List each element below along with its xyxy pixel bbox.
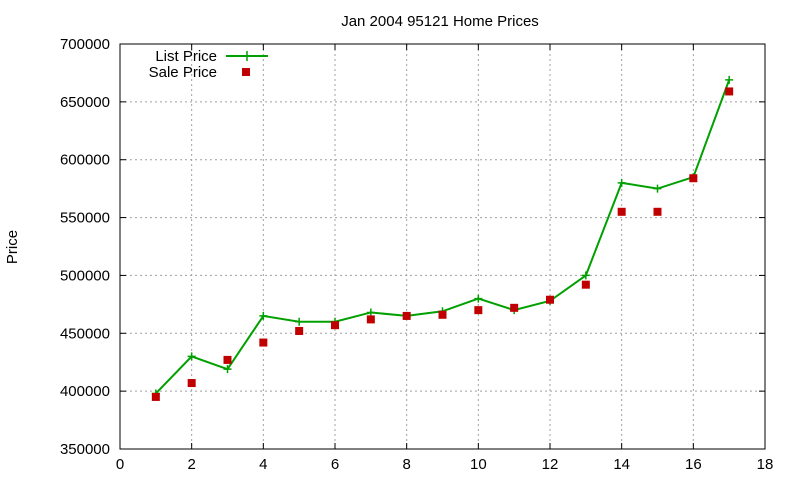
list-price-point (618, 179, 626, 187)
sale-price-point (152, 393, 160, 401)
sale-price-point (546, 296, 554, 304)
sale-price-point (654, 208, 662, 216)
sale-price-point (331, 321, 339, 329)
y-tick-label: 450000 (60, 325, 110, 342)
sale-price-point (510, 304, 518, 312)
sale-price-point (224, 356, 232, 364)
y-tick-label: 500000 (60, 267, 110, 284)
y-tick-label: 650000 (60, 94, 110, 111)
sale-price-point (367, 315, 375, 323)
x-tick-label: 6 (331, 456, 339, 473)
series-layer (152, 76, 733, 401)
sale-price-point (403, 312, 411, 320)
sale-price-point (725, 87, 733, 95)
sale-price-point (259, 339, 267, 347)
list-price-point (654, 185, 662, 193)
sale-price-point (474, 306, 482, 314)
legend-label-list-price: List Price (155, 48, 217, 65)
sale-price-point (582, 281, 590, 289)
legend-marker-list-price (242, 51, 252, 61)
plot-frame (120, 44, 765, 449)
y-tick-label: 600000 (60, 152, 110, 169)
x-tick-label: 10 (470, 456, 487, 473)
list-price-point (725, 76, 733, 84)
y-tick-label: 350000 (60, 441, 110, 458)
x-tick-label: 16 (685, 456, 702, 473)
x-tick-label: 12 (542, 456, 559, 473)
y-tick-label: 700000 (60, 36, 110, 53)
sale-price-point (295, 327, 303, 335)
sale-price-point (439, 311, 447, 319)
list-price-point (295, 318, 303, 326)
chart-title: Jan 2004 95121 Home Prices (341, 13, 539, 30)
x-tick-label: 18 (757, 456, 774, 473)
sale-price-point (618, 208, 626, 216)
y-axis-label: Price (4, 230, 21, 264)
x-tick-label: 0 (116, 456, 124, 473)
list-price-point (474, 295, 482, 303)
x-tick-label: 8 (402, 456, 410, 473)
sale-price-point (188, 379, 196, 387)
list-price-line (156, 80, 729, 394)
x-tick-label: 14 (613, 456, 630, 473)
x-tick-label: 2 (187, 456, 195, 473)
legend-marker-sale-price (242, 68, 250, 76)
y-tick-label: 550000 (60, 210, 110, 227)
legend-label-sale-price: Sale Price (149, 64, 217, 81)
list-price-point (367, 308, 375, 316)
y-tick-label: 400000 (60, 383, 110, 400)
sale-price-point (689, 174, 697, 182)
grid-lines (120, 44, 765, 449)
x-tick-label: 4 (259, 456, 267, 473)
legend: List Price Sale Price (149, 48, 268, 81)
